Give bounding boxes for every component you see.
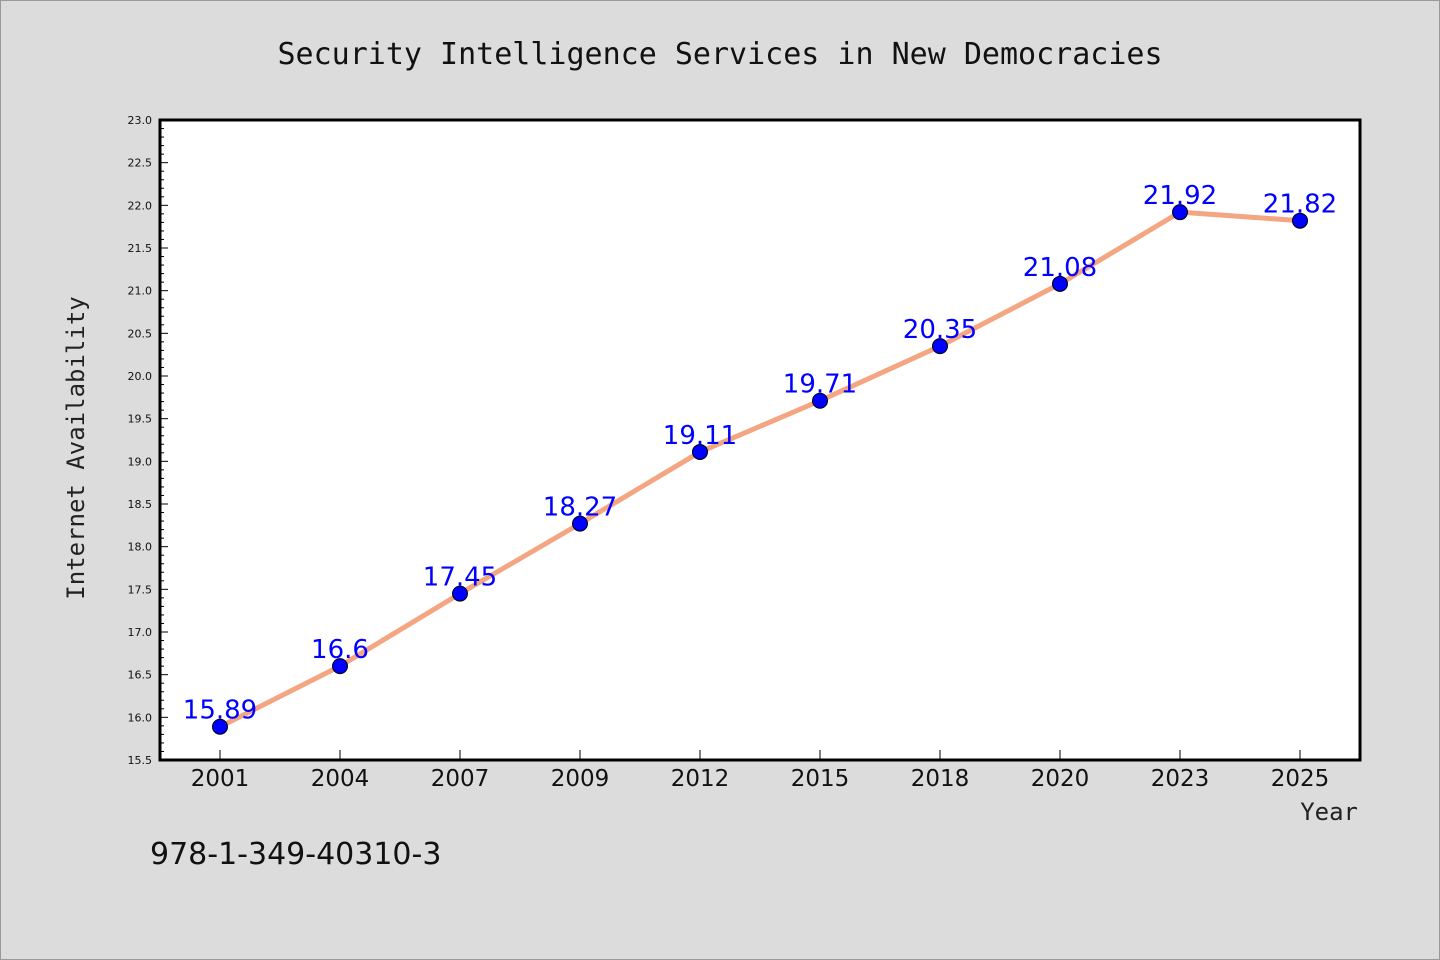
x-tick-label: 2018	[911, 766, 970, 792]
x-tick-label: 2007	[431, 766, 490, 792]
data-label: 20.35	[903, 315, 977, 345]
y-tick-label: 19.0	[128, 455, 153, 468]
data-label: 19.11	[663, 421, 737, 451]
y-tick-label: 20.0	[128, 370, 153, 383]
y-tick-label: 17.5	[128, 583, 153, 596]
x-tick-label: 2023	[1151, 766, 1210, 792]
data-point	[452, 585, 468, 602]
x-tick-label: 2025	[1271, 766, 1330, 792]
y-tick-label: 17.0	[128, 626, 153, 639]
y-tick-label: 16.5	[128, 669, 153, 682]
y-tick-label: 18.5	[128, 498, 153, 511]
series-line	[218, 209, 1301, 729]
data-point	[1172, 204, 1188, 221]
x-axis-ticks: 2001 2004 2007 2009 2012 2015 2018 2020 2023 2025	[191, 750, 1330, 792]
y-tick-label: 16.0	[128, 711, 153, 724]
y-tick-label: 23.0	[128, 114, 153, 127]
data-point	[812, 392, 828, 409]
x-tick-label: 2015	[791, 766, 850, 792]
series-group: 15.89 16.6 17.45 18.27 19.11 19.71 20.35 21.08 2…	[183, 181, 1337, 735]
data-point	[932, 338, 948, 355]
data-point	[332, 658, 348, 675]
x-tick-label: 2020	[1031, 766, 1090, 792]
data-point	[212, 718, 228, 735]
y-tick-label: 21.0	[128, 285, 153, 298]
data-label: 19.71	[783, 370, 857, 400]
data-label: 18.27	[543, 493, 617, 523]
chart-title: Security Intelligence Services in New De…	[277, 37, 1162, 72]
y-tick-label: 19.5	[128, 413, 153, 426]
data-point	[572, 515, 588, 532]
y-tick-label: 22.5	[128, 157, 153, 170]
y-tick-label: 22.0	[128, 199, 153, 212]
x-axis-label: Year	[1300, 798, 1358, 826]
x-tick-label: 2012	[671, 766, 730, 792]
data-label: 17.45	[423, 563, 497, 593]
y-tick-label: 20.5	[128, 327, 153, 340]
data-label: 21.08	[1023, 253, 1097, 283]
data-label: 21.92	[1143, 181, 1217, 211]
y-tick-label: 21.5	[128, 242, 153, 255]
data-label: 15.89	[183, 696, 257, 726]
data-point	[1052, 275, 1068, 292]
y-tick-label: 15.5	[128, 754, 153, 767]
y-axis-ticks: 15.5 16.0 16.5 17.0 17.5 18.0 18.5 19.0 19.5 20.0…	[128, 114, 168, 767]
y-axis-label: Internet Availability	[62, 296, 90, 599]
x-tick-label: 2009	[551, 766, 610, 792]
x-tick-label: 2001	[191, 766, 250, 792]
data-label: 21.82	[1263, 190, 1337, 220]
isbn-footer: 978-1-349-40310-3	[150, 837, 441, 872]
y-tick-label: 18.0	[128, 541, 153, 554]
data-point	[1292, 212, 1308, 229]
data-point	[692, 443, 708, 460]
plot-border	[158, 118, 1362, 762]
data-label: 16.6	[311, 635, 369, 665]
x-tick-label: 2004	[311, 766, 370, 792]
